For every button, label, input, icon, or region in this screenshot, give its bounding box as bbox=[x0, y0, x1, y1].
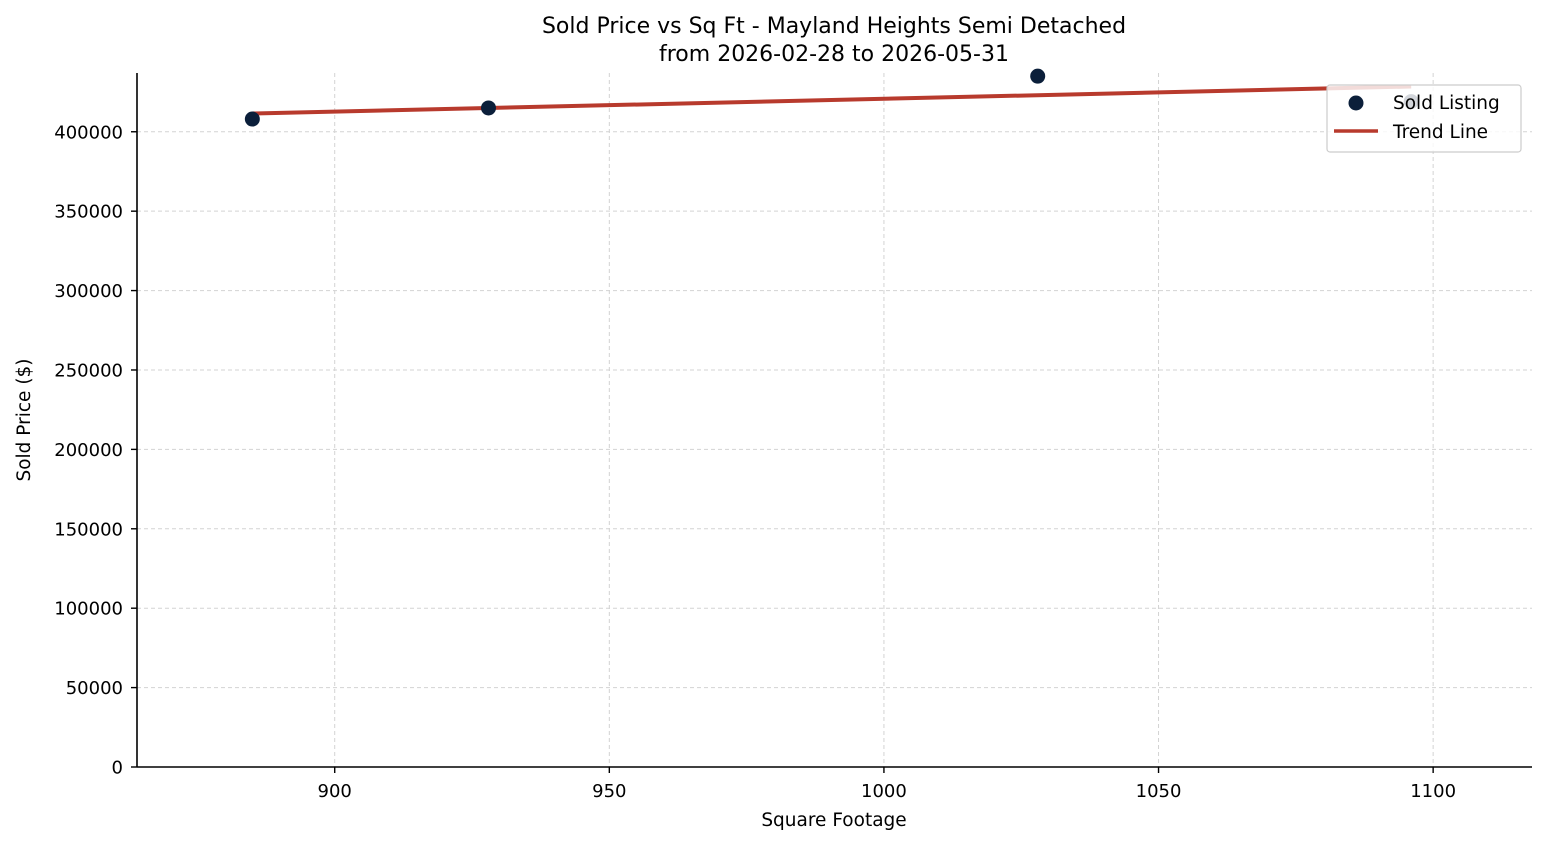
x-tick-label: 1050 bbox=[1136, 781, 1182, 802]
grid-lines bbox=[137, 73, 1532, 767]
y-axis-ticks: 0 50000 100000 150000 200000 250000 300000 3500… bbox=[54, 122, 137, 779]
y-tick-label: 0 bbox=[112, 758, 123, 779]
trend-line bbox=[252, 84, 1412, 116]
legend: Sold Listing Trend Line bbox=[1326, 84, 1522, 153]
y-tick-label: 300000 bbox=[54, 281, 123, 302]
x-axis-ticks: 900 950 1000 1050 1100 bbox=[318, 767, 1456, 802]
x-tick-label: 1000 bbox=[861, 781, 907, 802]
sold-listing-point bbox=[244, 111, 260, 127]
y-tick-label: 50000 bbox=[66, 678, 123, 699]
sold-listing-point bbox=[1030, 68, 1046, 84]
x-axis-label: Square Footage bbox=[761, 810, 906, 831]
y-tick-label: 150000 bbox=[54, 519, 123, 540]
y-tick-label: 250000 bbox=[54, 360, 123, 381]
y-tick-label: 400000 bbox=[54, 122, 123, 143]
y-tick-label: 200000 bbox=[54, 440, 123, 461]
legend-box bbox=[1326, 84, 1522, 153]
scatter-points-layer bbox=[244, 68, 1419, 127]
x-tick-label: 950 bbox=[592, 781, 626, 802]
sold-listing-point bbox=[480, 100, 496, 116]
y-axis-label: Sold Price ($) bbox=[14, 358, 35, 481]
y-tick-label: 350000 bbox=[54, 202, 123, 223]
y-tick-label: 100000 bbox=[54, 599, 123, 620]
trend-line-layer bbox=[252, 84, 1412, 116]
chart-title: Sold Price vs Sq Ft - Mayland Heights Se… bbox=[542, 14, 1126, 39]
x-tick-label: 900 bbox=[318, 781, 352, 802]
chart-subtitle: from 2026-02-28 to 2026-05-31 bbox=[659, 42, 1009, 67]
x-tick-label: 1100 bbox=[1410, 781, 1456, 802]
legend-label-sold-listing: Sold Listing bbox=[1393, 93, 1500, 114]
legend-marker-sold-listing bbox=[1348, 95, 1364, 111]
legend-label-trend-line: Trend Line bbox=[1392, 122, 1488, 143]
